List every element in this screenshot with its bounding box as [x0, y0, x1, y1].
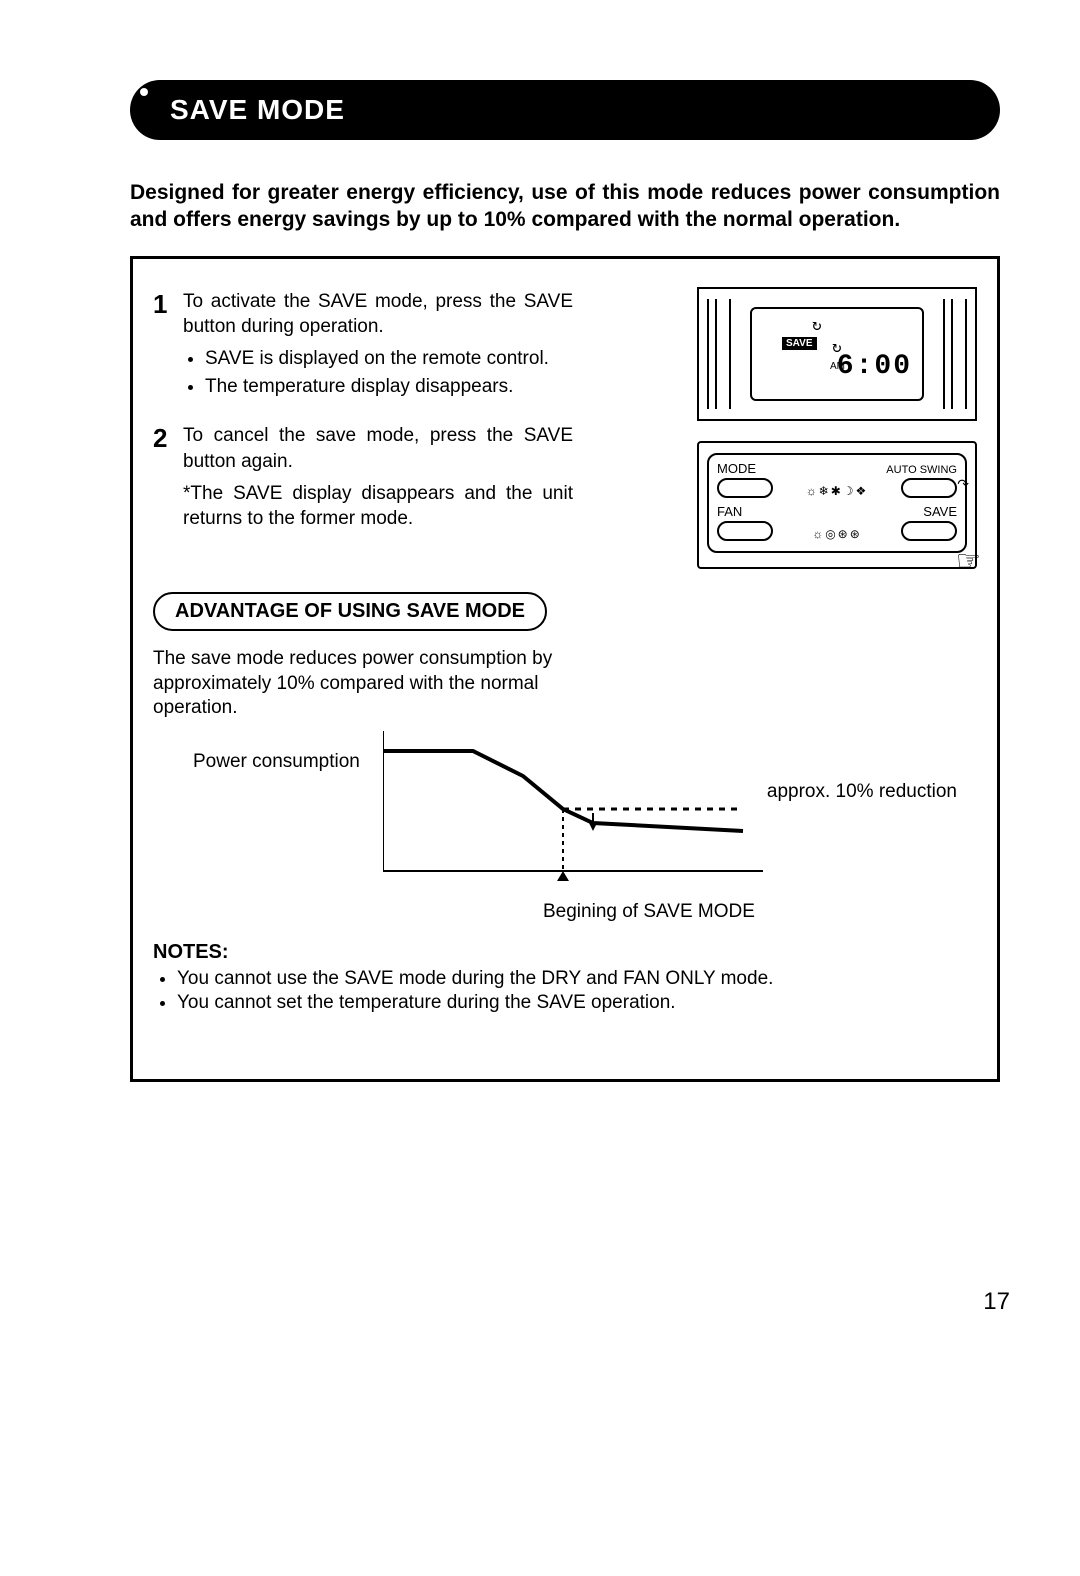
- step-text: To cancel the save mode, press the SAVE …: [183, 425, 573, 472]
- intro-text: Designed for greater energy efficiency, …: [130, 180, 1000, 234]
- note-item: You cannot use the SAVE mode during the …: [177, 968, 977, 990]
- step-bullet: The temperature display disappears.: [205, 374, 573, 400]
- remote-lcd-illustration: ↻ SAVE ↻ AM 6:00: [697, 287, 977, 421]
- panel-row: FAN SAVE: [717, 504, 957, 519]
- page-number: 17: [983, 1288, 1010, 1316]
- notes-heading: NOTES:: [153, 941, 977, 964]
- content-box: 1 To activate the SAVE mode, press the S…: [130, 256, 1000, 1082]
- step-note: *The SAVE display disappears and the uni…: [183, 481, 573, 532]
- header-accent-dot: [140, 88, 148, 96]
- fan-label: FAN: [717, 504, 742, 519]
- step-bullet: SAVE is displayed on the remote control.: [205, 346, 573, 372]
- panel-row: ☼◎⊛⊛: [717, 521, 957, 541]
- step-body: To activate the SAVE mode, press the SAV…: [183, 289, 583, 402]
- save-indicator: SAVE: [782, 337, 817, 350]
- step-2: 2 To cancel the save mode, press the SAV…: [153, 423, 583, 532]
- chart-x-label: Begining of SAVE MODE: [543, 901, 755, 923]
- swing-arc-icon: ↻: [812, 315, 822, 335]
- step-1: 1 To activate the SAVE mode, press the S…: [153, 289, 583, 402]
- power-chart: Power consumption approx. 10% reduction …: [153, 731, 977, 921]
- section-header: SAVE MODE: [130, 80, 1000, 140]
- mode-icons: ☼❄✱☽❖: [806, 484, 869, 498]
- lcd-frame-left: [707, 299, 731, 409]
- step-text: To activate the SAVE mode, press the SAV…: [183, 291, 573, 338]
- panel-row: ☼❄✱☽❖: [717, 478, 957, 498]
- mode-button-icon: [717, 478, 773, 498]
- save-label: SAVE: [923, 504, 957, 519]
- chart-svg: [383, 731, 783, 891]
- mode-label: MODE: [717, 461, 756, 476]
- step-bullets: SAVE is displayed on the remote control.…: [183, 346, 573, 399]
- section-title: SAVE MODE: [170, 94, 345, 125]
- clock-time: 6:00: [837, 351, 912, 382]
- step-body: To cancel the save mode, press the SAVE …: [183, 423, 583, 532]
- remote-button-panel: MODE AUTO SWING ☼❄✱☽❖ FAN SAVE ☼◎⊛⊛: [697, 441, 977, 569]
- panel-row: MODE AUTO SWING: [717, 461, 957, 476]
- illustration-column: ↻ SAVE ↻ AM 6:00 MODE AUTO SWING ☼❄✱☽❖: [697, 287, 977, 569]
- pointing-hand-icon: ☞: [956, 544, 981, 577]
- step-number: 1: [153, 289, 183, 317]
- advantage-heading: ADVANTAGE OF USING SAVE MODE: [153, 592, 547, 631]
- auto-swing-button-icon: [901, 478, 957, 498]
- steps-column: 1 To activate the SAVE mode, press the S…: [153, 289, 583, 532]
- chart-y-label: Power consumption: [193, 751, 360, 773]
- button-panel-inner: MODE AUTO SWING ☼❄✱☽❖ FAN SAVE ☼◎⊛⊛: [707, 453, 967, 553]
- lcd-screen: ↻ SAVE ↻ AM 6:00: [750, 307, 924, 401]
- fan-icons: ☼◎⊛⊛: [812, 527, 862, 541]
- lcd-frame-right: [943, 299, 967, 409]
- save-button-icon: [901, 521, 957, 541]
- auto-swing-label: AUTO SWING: [886, 464, 957, 476]
- notes-list: You cannot use the SAVE mode during the …: [159, 968, 977, 1014]
- manual-page: SAVE MODE Designed for greater energy ef…: [0, 0, 1080, 1576]
- chart-annotation: approx. 10% reduction: [767, 781, 957, 803]
- fan-button-icon: [717, 521, 773, 541]
- note-item: You cannot set the temperature during th…: [177, 992, 977, 1014]
- advantage-description: The save mode reduces power consumption …: [153, 647, 583, 721]
- step-number: 2: [153, 423, 183, 451]
